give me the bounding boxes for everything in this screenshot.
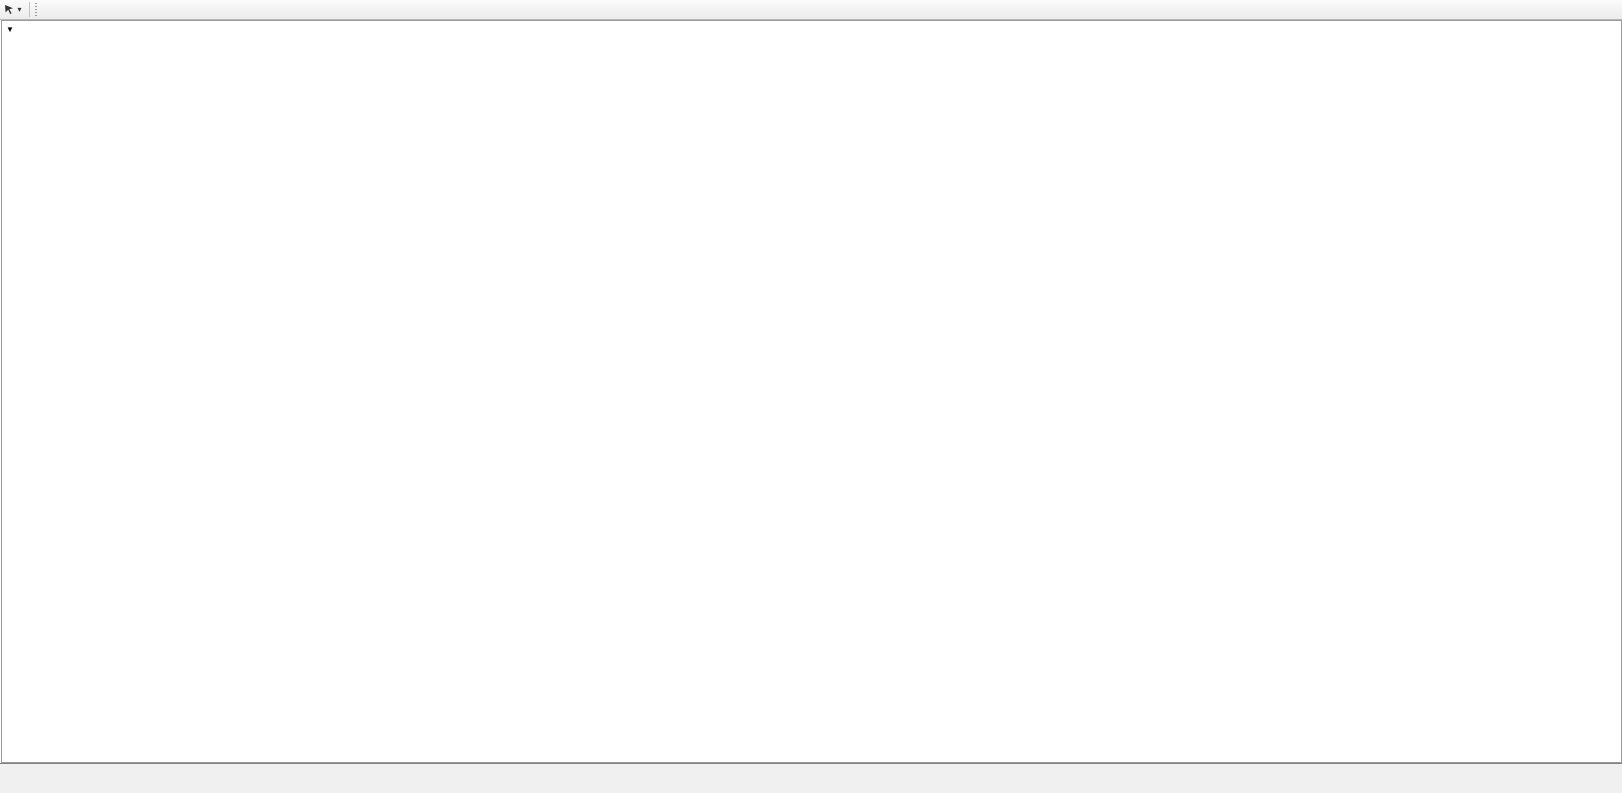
price-chart-canvas[interactable] <box>0 0 1622 762</box>
cursor-arrow-icon <box>5 5 14 14</box>
toolbar-separator <box>29 2 30 17</box>
symbol-tab-bar <box>0 763 1622 793</box>
crosshair-cursor-icon[interactable]: ▾ <box>0 1 26 18</box>
chart-window[interactable] <box>1 20 1622 763</box>
toolbar-grip[interactable] <box>35 2 37 17</box>
chart-title: ▼ <box>6 25 26 34</box>
timeframe-toolbar: ▾ <box>0 0 1622 20</box>
chevron-down-icon[interactable]: ▾ <box>17 5 22 14</box>
collapse-triangle-icon[interactable]: ▼ <box>6 25 14 34</box>
